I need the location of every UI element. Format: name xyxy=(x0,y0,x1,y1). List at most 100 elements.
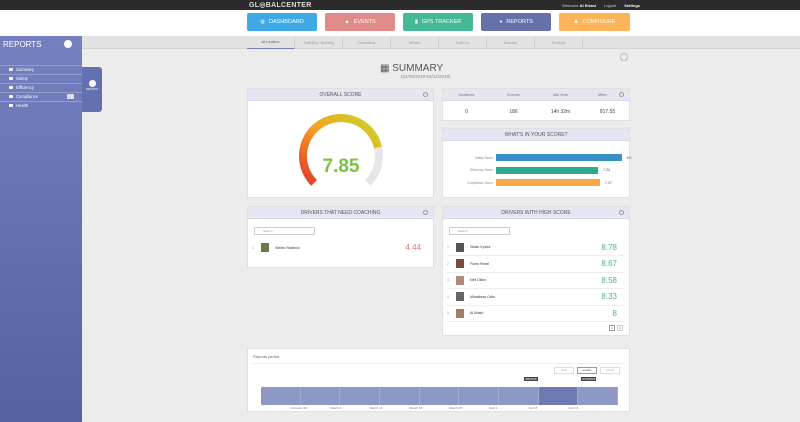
badge-icon xyxy=(67,94,75,100)
reports-logo-icon xyxy=(64,40,72,48)
pie-chart-icon: ◕ xyxy=(499,19,503,25)
timeline-tick: February 26 xyxy=(290,406,307,410)
timeline-tick: March 4 xyxy=(330,406,342,410)
settings-link[interactable]: Settings xyxy=(624,2,640,8)
shield-icon xyxy=(9,77,13,81)
timeline-week[interactable] xyxy=(578,387,618,405)
sidebar-item-health[interactable]: Health xyxy=(0,101,82,110)
subtab[interactable]: Trade Co. xyxy=(439,36,487,49)
subtab[interactable]: Trafficking / Speeding xyxy=(295,36,343,49)
range-end-label: 4/14/2018 xyxy=(581,377,597,381)
timeline-tick: April 8 xyxy=(528,406,538,410)
driver-row[interactable]: 4 Mihalkeas Odin 8.33 xyxy=(447,289,625,306)
timeline-week[interactable] xyxy=(459,387,499,405)
nav-label: CONFIGURE xyxy=(582,19,616,25)
sidebar: REPORTS Summary Safety Efficiency Compli… xyxy=(0,36,82,422)
timeline-week[interactable] xyxy=(538,387,579,405)
nav-label: GPS TRACKER xyxy=(421,19,462,25)
stat-idle-time: 14h 32m xyxy=(550,109,571,115)
driver-row[interactable]: 3 Neil Dillon 8.58 xyxy=(447,272,625,289)
heart-icon xyxy=(9,104,13,108)
score-bar xyxy=(496,166,599,174)
nav-gps-tracker[interactable]: ▮ GPS TRACKER xyxy=(403,13,473,31)
stat-header: Incidents xyxy=(458,92,475,97)
score-gauge: 7.85 xyxy=(299,114,383,186)
timeline-tick: March 11 xyxy=(370,406,383,410)
bar-value: 7.37 xyxy=(604,180,612,185)
subtab[interactable]: Terminals xyxy=(535,36,583,49)
reports-flyout[interactable]: REPORTS xyxy=(82,67,102,112)
stats-panel: Incidents Events Idle time Miles 0 186 1… xyxy=(442,88,630,121)
timeline-week[interactable] xyxy=(300,387,341,405)
timeline-week[interactable] xyxy=(499,387,539,405)
summary-icon: ▦ xyxy=(380,63,393,74)
nav-configure[interactable]: ♟ CONFIGURE xyxy=(559,13,630,31)
stat-header: Idle time xyxy=(552,92,569,97)
sidebar-item-label: Summary xyxy=(16,67,34,73)
logo: GL◎BALCENTER xyxy=(249,2,312,9)
panel-title: DRIVERS WITH HIGH SCORE xyxy=(501,209,571,216)
timeline-week[interactable] xyxy=(380,387,420,405)
panel-title: WHAT'S IN YOUR SCORE? xyxy=(504,131,568,138)
score-bar xyxy=(496,179,600,186)
timeline-tick: April 1 xyxy=(489,406,498,410)
stat-incidents: 0 xyxy=(465,109,468,115)
bar-label: Safety Score xyxy=(474,155,493,160)
info-icon[interactable] xyxy=(619,92,624,97)
driver-row[interactable]: 1 Nolan Kysea 8.78 xyxy=(447,239,625,256)
nav-label: EVENTS xyxy=(353,19,376,25)
timeline-tick: April 15 xyxy=(568,406,579,410)
subtab[interactable]: Vehicles xyxy=(391,36,439,49)
sidebar-item-efficiency[interactable]: Efficiency xyxy=(0,83,82,92)
info-icon[interactable] xyxy=(619,210,624,215)
main-nav: ◍ DASHBOARD ▲ EVENTS ▮ GPS TRACKER ◕ REPORTS… xyxy=(0,10,800,36)
avatar xyxy=(456,242,464,252)
export-button[interactable] xyxy=(620,53,628,61)
nav-reports[interactable]: ◕ REPORTS xyxy=(481,13,551,31)
sidebar-item-safety[interactable]: Safety xyxy=(0,74,82,83)
subtab[interactable]: Connections xyxy=(343,36,391,49)
stat-header: Events xyxy=(507,92,520,97)
timeline-week[interactable] xyxy=(419,387,460,405)
month-button[interactable]: month xyxy=(600,367,620,374)
page-button[interactable]: 1 xyxy=(609,325,615,331)
driver-row[interactable]: 1 Stefan Radeciu 4.44 xyxy=(252,243,421,252)
high-score-search-input[interactable]: Search xyxy=(449,227,510,235)
daily-button[interactable]: daily xyxy=(554,367,574,374)
timeline-week[interactable] xyxy=(261,387,301,405)
reports-icon xyxy=(88,80,96,87)
map-pin-icon: ▮ xyxy=(414,19,418,25)
subtab[interactable]: All Locations xyxy=(247,36,295,49)
info-icon[interactable] xyxy=(423,210,428,215)
range-start-label: 4/8/2018 xyxy=(524,377,538,381)
coaching-search-input[interactable]: Search xyxy=(254,227,315,235)
user-name[interactable]: Al Eriani xyxy=(579,2,596,8)
sub-tabs: All Locations Trafficking / Speeding Con… xyxy=(82,36,800,49)
info-icon[interactable] xyxy=(423,92,428,97)
avatar xyxy=(261,243,269,252)
weekly-button[interactable]: weekly xyxy=(577,367,597,374)
page-button[interactable]: 2 xyxy=(617,325,623,331)
nav-events[interactable]: ▲ EVENTS xyxy=(325,13,395,31)
gauge-icon xyxy=(9,86,13,90)
subtab[interactable]: Business xyxy=(487,36,535,49)
panel-title: OVERALL SCORE xyxy=(319,91,362,98)
logout-link[interactable]: Logout xyxy=(603,2,617,8)
driver-row[interactable]: 2 Florin Resel 8.67 xyxy=(447,256,625,273)
driver-row[interactable]: 5 Al Bristri 8 xyxy=(447,305,625,322)
high-score-panel: DRIVERS WITH HIGH SCORE Search 1 Nolan Ky… xyxy=(442,206,630,336)
score-bar xyxy=(496,154,622,161)
welcome-text: Welcome xyxy=(562,2,579,8)
pulse-icon xyxy=(9,95,13,99)
sidebar-item-summary[interactable]: Summary xyxy=(0,65,82,74)
sidebar-item-compliance[interactable]: Compliance xyxy=(0,92,82,101)
user-icon: ♟ xyxy=(573,19,579,25)
timeline-week[interactable] xyxy=(340,387,380,405)
score-breakdown-panel: WHAT'S IN YOUR SCORE? Safety Score 8.9 Eff… xyxy=(442,128,631,198)
bar-value: 7.24 xyxy=(603,168,610,172)
timeline-tick: March 25 xyxy=(449,406,462,410)
panel-title: DRIVERS THAT NEED COACHING xyxy=(300,209,381,216)
warning-icon: ▲ xyxy=(344,19,350,25)
sidebar-item-label: Efficiency xyxy=(16,85,34,91)
nav-dashboard[interactable]: ◍ DASHBOARD xyxy=(247,13,317,31)
